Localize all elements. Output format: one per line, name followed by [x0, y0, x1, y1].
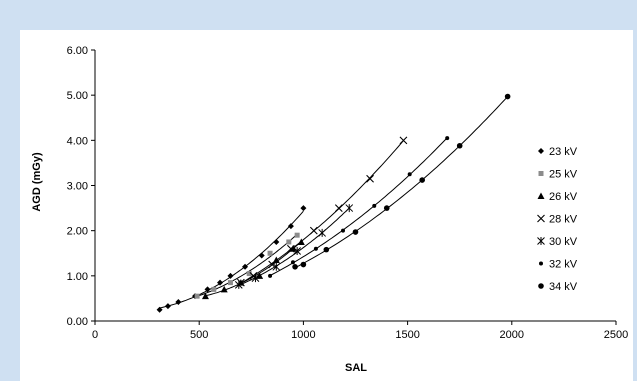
x-tick-label: 2500: [604, 329, 628, 341]
data-point-series-2: [194, 293, 200, 299]
data-point-series-1: [300, 205, 307, 212]
axes: 0.00 1.00 2.00 3.00 4.00 5.00 6.00 0 500 1000 1500…: [67, 45, 629, 341]
data-point-series-6: [372, 203, 377, 208]
plot-background: [20, 30, 633, 381]
data-point-series-5: [272, 262, 281, 271]
legend-marker-5: [537, 237, 545, 245]
data-point-series-1: [217, 279, 224, 286]
data-point-series-1: [175, 299, 182, 306]
data-point-series-1: [273, 238, 280, 245]
data-point-series-4: [399, 136, 408, 145]
chart-border-right: [633, 0, 637, 381]
data-point-series-1: [164, 303, 171, 310]
legend-marker-2: [538, 171, 544, 176]
data-point-series-2: [267, 250, 273, 256]
y-tick-label: 3.00: [67, 181, 88, 193]
legend-label-7: 34 kV: [549, 281, 578, 293]
y-tick-label: 0.00: [67, 316, 88, 328]
data-point-series-6: [313, 246, 318, 251]
x-tick-label: 0: [92, 329, 98, 341]
data-point-series-1: [242, 263, 249, 270]
data-point-series-4: [287, 244, 295, 253]
legend-marker-3: [537, 192, 545, 199]
data-point-series-7: [300, 261, 307, 268]
data-point-series-2: [294, 232, 300, 238]
data-point-series-2: [286, 239, 292, 245]
data-point-series-5: [234, 280, 243, 289]
data-point-series-7: [419, 177, 425, 183]
x-tick-label: 500: [190, 329, 208, 341]
data-point-series-7: [456, 142, 463, 149]
legend-marker-6: [539, 261, 543, 266]
data-point-series-2: [246, 271, 252, 277]
data-point-series-7: [352, 229, 359, 235]
x-tick-label: 2000: [500, 329, 524, 341]
data-point-series-3: [297, 238, 305, 245]
data-point-series-1: [204, 286, 211, 293]
y-tick-label: 4.00: [67, 135, 88, 147]
legend-label-5: 30 kV: [549, 236, 578, 248]
legend-label-3: 26 kV: [549, 191, 578, 203]
legend-label-4: 28 kV: [549, 214, 578, 226]
data-point-series-7: [323, 246, 330, 253]
x-tick-label: 1000: [291, 329, 315, 341]
data-point-series-1: [156, 306, 163, 313]
data-point-series-3: [220, 285, 228, 293]
y-tick-label: 1.00: [67, 271, 88, 283]
x-tick-label: 1500: [395, 329, 419, 341]
data-point-series-7: [383, 205, 390, 211]
data-point-series-6: [268, 273, 273, 278]
data-point-series-6: [407, 172, 412, 177]
data-point-series-4: [366, 174, 374, 183]
legend-label-2: 25 kV: [549, 169, 578, 181]
y-axis-title: AGD (mGy): [31, 152, 43, 212]
legend-label-1: 23 kV: [549, 146, 578, 158]
chart-border-left: [0, 0, 20, 381]
data-point-series-3: [289, 245, 297, 252]
legend-label-6: 32 kV: [549, 259, 578, 271]
trend-curve-series-7: [294, 96, 508, 269]
data-point-series-1: [227, 272, 234, 279]
data-point-series-7: [504, 93, 511, 100]
data-point-series-2: [227, 280, 233, 286]
data-point-series-4: [309, 226, 318, 235]
data-point-series-5: [345, 204, 354, 213]
legend-marker-7: [538, 283, 544, 289]
x-axis-title: SAL: [345, 362, 367, 374]
data-point-series-5: [251, 274, 260, 283]
data-point-series-5: [318, 228, 327, 237]
data-point-series-4: [334, 204, 343, 212]
chart-border-top: [0, 0, 637, 30]
data-point-series-6: [290, 260, 295, 265]
trend-curve-series-6: [269, 137, 448, 276]
data-point-series-7: [292, 264, 298, 270]
data-markers: [156, 93, 511, 313]
data-point-series-6: [340, 228, 345, 233]
trend-curve-series-4: [240, 140, 404, 284]
legend-marker-1: [538, 148, 544, 154]
data-point-series-1: [258, 252, 265, 259]
data-point-series-3: [201, 292, 209, 300]
y-tick-label: 6.00: [67, 45, 88, 57]
y-tick-label: 2.00: [67, 226, 88, 238]
data-point-series-4: [268, 260, 277, 269]
data-point-series-5: [293, 246, 302, 255]
legend: 23 kV 25 kV 26 kV 28 kV 30 kV 32 kV 34 kV: [537, 146, 578, 293]
data-point-series-3: [256, 272, 264, 279]
data-point-series-6: [445, 136, 450, 141]
y-tick-label: 5.00: [67, 90, 88, 102]
data-point-series-1: [287, 223, 294, 230]
data-point-series-2: [211, 286, 217, 292]
legend-marker-4: [537, 214, 545, 223]
